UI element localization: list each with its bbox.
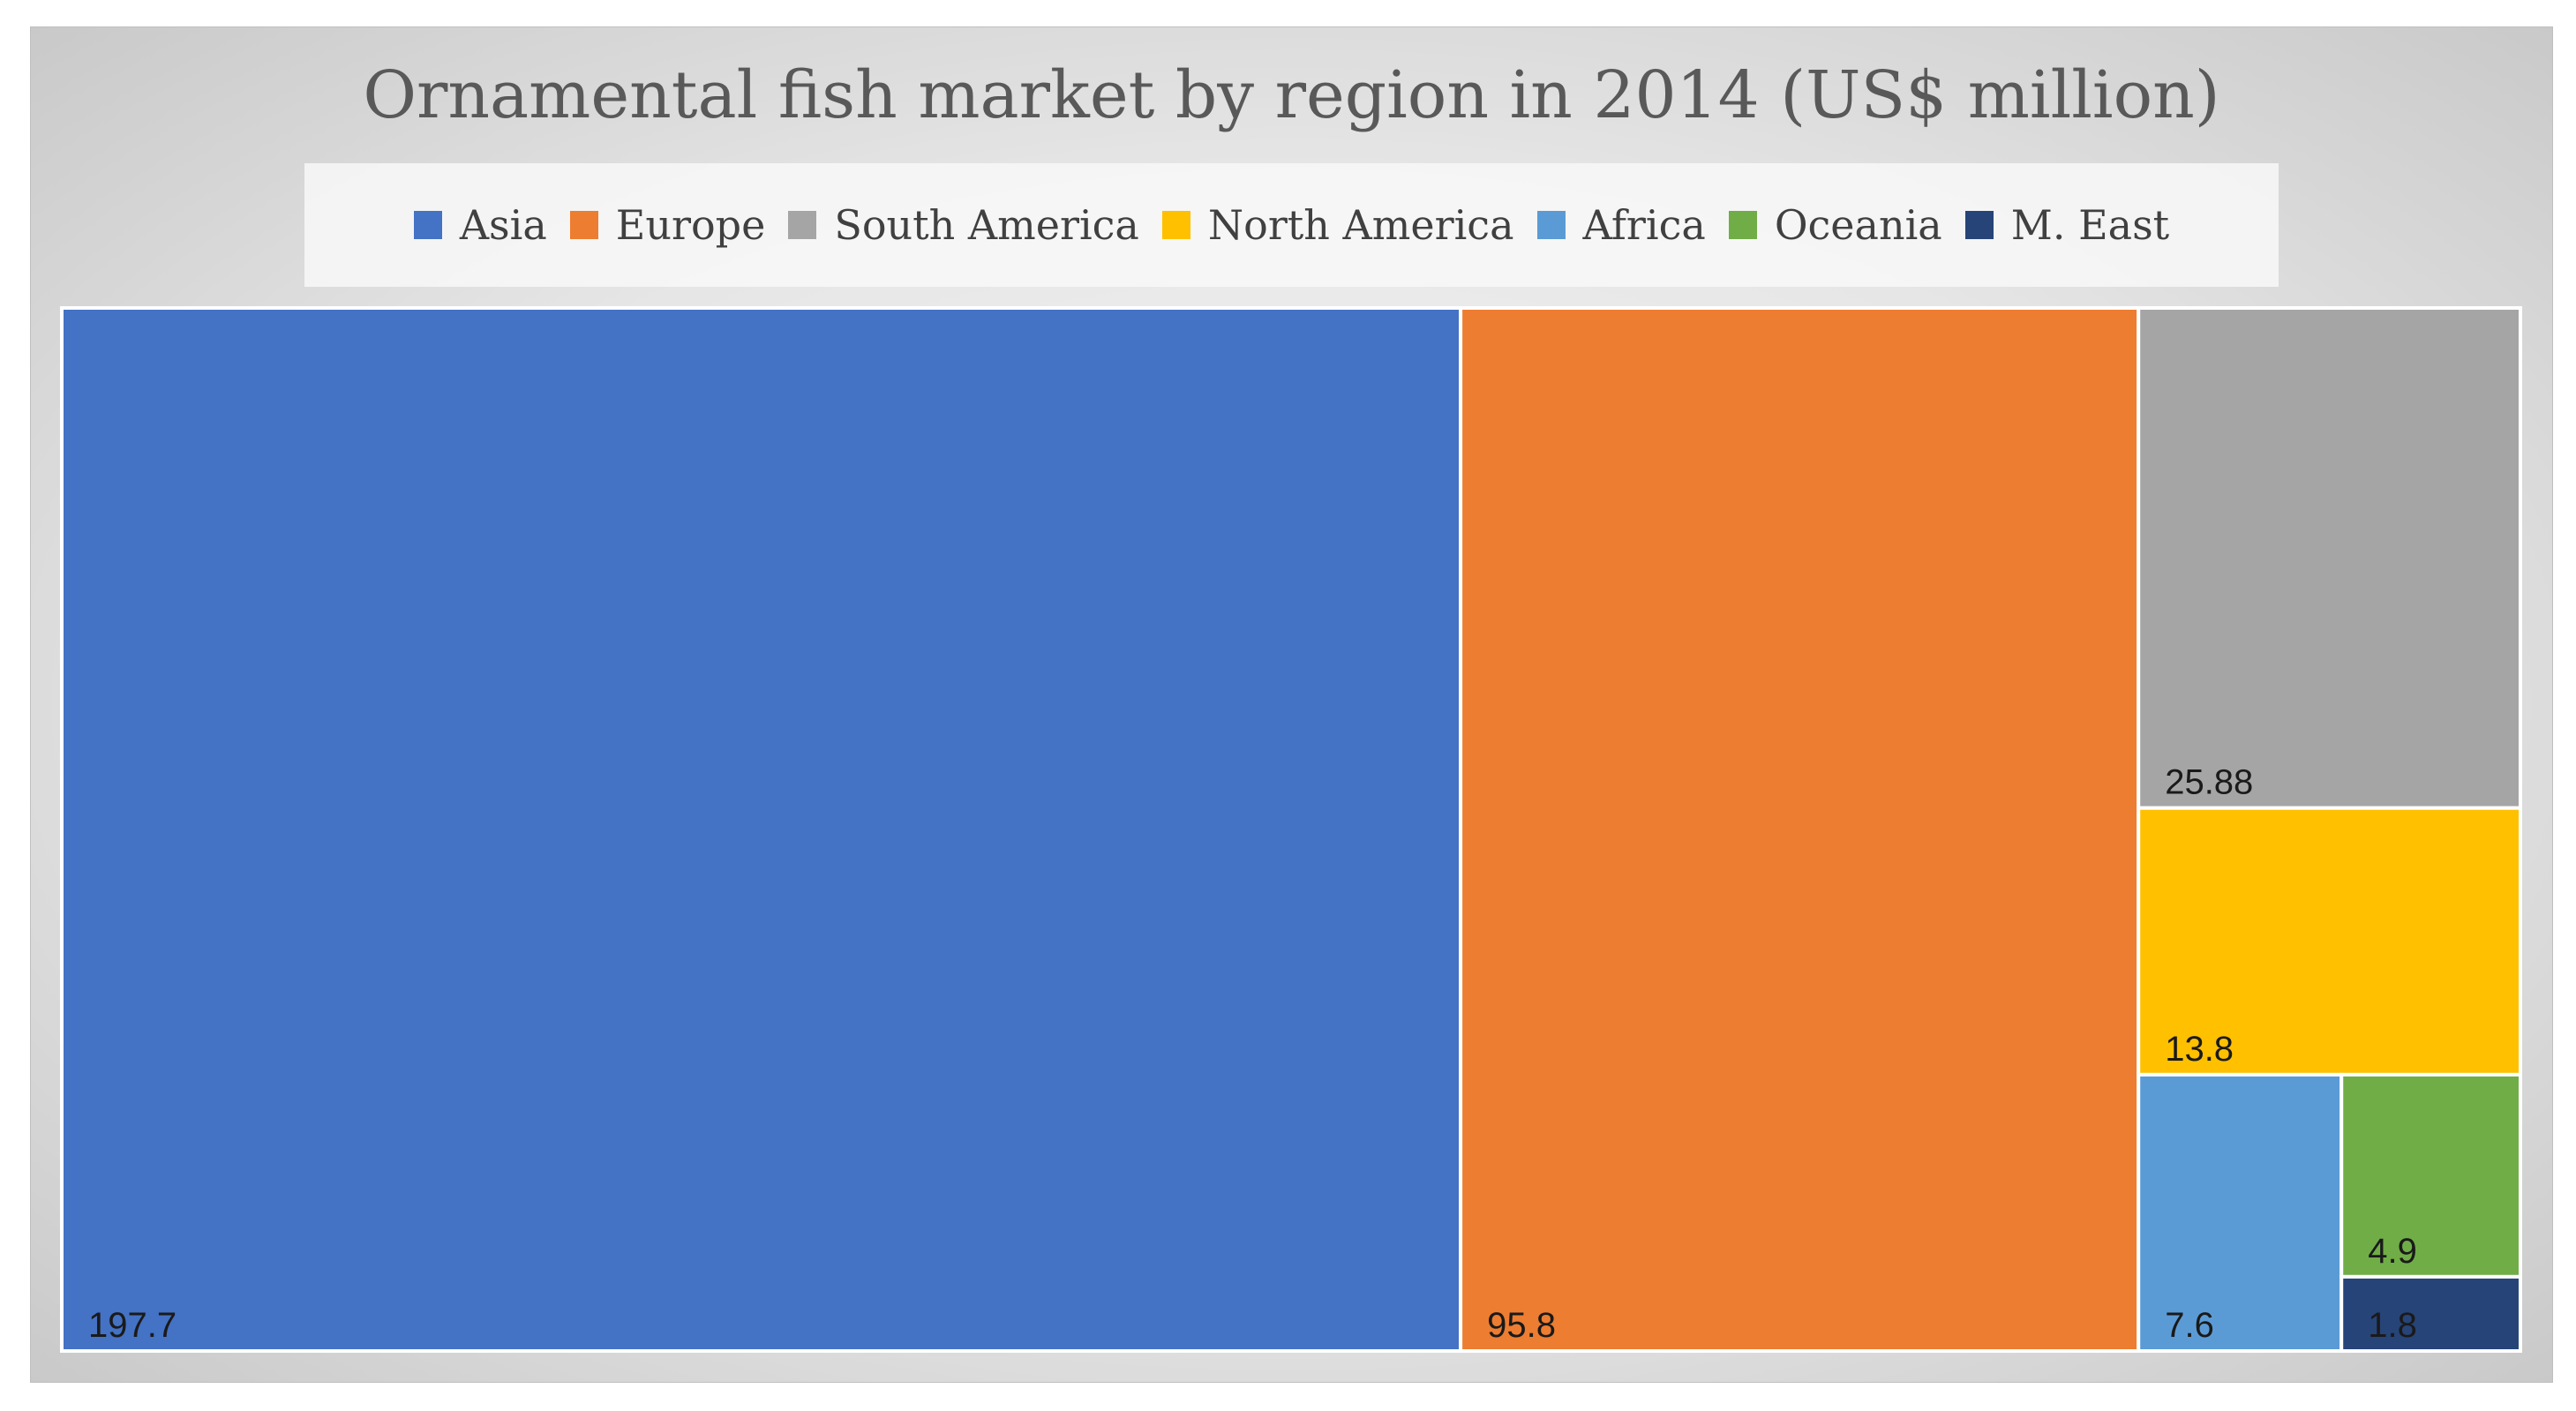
tile-north-america (2137, 806, 2523, 1077)
legend-label-south-america: South America (834, 201, 1139, 249)
legend: Asia Europe South America North America … (304, 163, 2279, 287)
tile-africa (2137, 1072, 2344, 1353)
tile-asia (60, 306, 1463, 1353)
legend-label-north-america: North America (1207, 201, 1514, 249)
treemap-plot: 197.7 95.8 25.88 13.8 7.6 4.9 1.8 (60, 306, 2523, 1354)
data-label-north-america: 13.8 (2165, 1030, 2234, 1069)
legend-item-m-east: M. East (1964, 201, 2170, 249)
chart-area: Ornamental fish market by region in 2014… (30, 26, 2553, 1383)
tile-oceania (2339, 1072, 2522, 1279)
tile-m-east (2339, 1274, 2522, 1354)
legend-label-europe: Europe (615, 201, 766, 249)
legend-swatch-oceania (1728, 211, 1757, 239)
data-label-oceania: 4.9 (2368, 1232, 2417, 1271)
legend-swatch-north-america (1161, 211, 1190, 239)
legend-swatch-asia (413, 211, 442, 239)
legend-swatch-m-east (1964, 211, 1994, 239)
tile-europe (1459, 306, 2141, 1353)
legend-item-africa: Africa (1536, 201, 1706, 249)
legend-swatch-africa (1536, 211, 1566, 239)
data-label-africa: 7.6 (2165, 1306, 2214, 1345)
tile-south-america (2137, 306, 2523, 810)
legend-swatch-europe (569, 211, 598, 239)
legend-label-oceania: Oceania (1774, 201, 1942, 249)
legend-label-africa: Africa (1582, 201, 1706, 249)
data-label-asia: 197.7 (88, 1306, 176, 1345)
legend-label-asia: Asia (459, 201, 547, 249)
data-label-m-east: 1.8 (2368, 1306, 2417, 1345)
chart-title: Ornamental fish market by region in 2014… (363, 57, 2220, 133)
legend-swatch-south-america (788, 211, 817, 239)
legend-item-south-america: South America (788, 201, 1139, 249)
data-label-south-america: 25.88 (2165, 763, 2253, 802)
legend-item-europe: Europe (569, 201, 766, 249)
legend-item-oceania: Oceania (1728, 201, 1942, 249)
legend-item-asia: Asia (413, 201, 547, 249)
legend-item-north-america: North America (1161, 201, 1514, 249)
data-label-europe: 95.8 (1487, 1306, 1556, 1345)
legend-label-m-east: M. East (2010, 201, 2170, 249)
